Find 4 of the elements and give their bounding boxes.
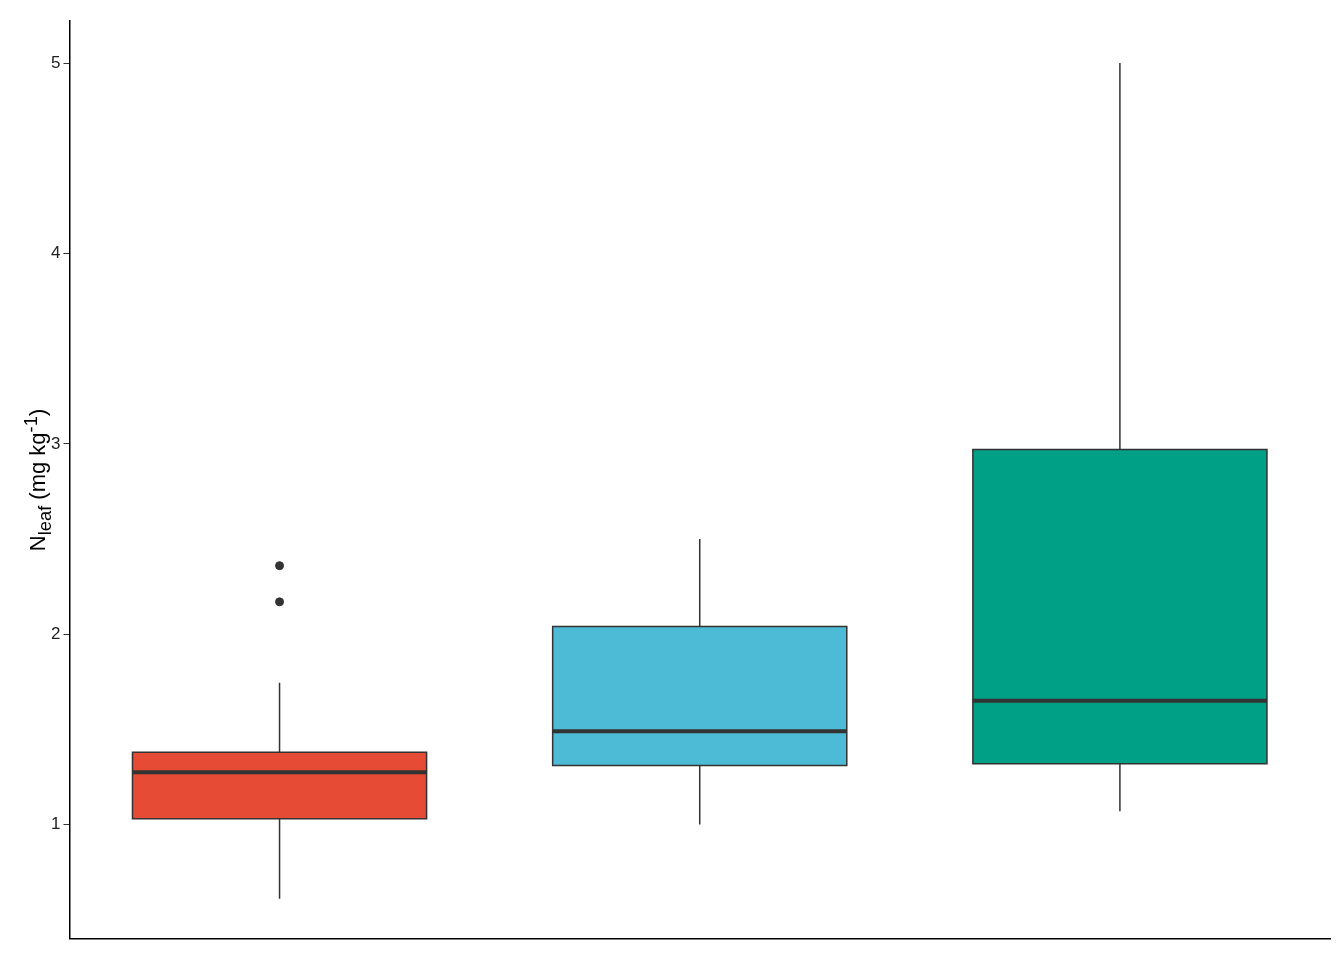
y-tick-label: 2 — [50, 623, 61, 643]
y-tick-label: 1 — [50, 814, 61, 834]
y-tick-label: 4 — [50, 243, 61, 263]
y-tick-label: 5 — [50, 52, 61, 72]
